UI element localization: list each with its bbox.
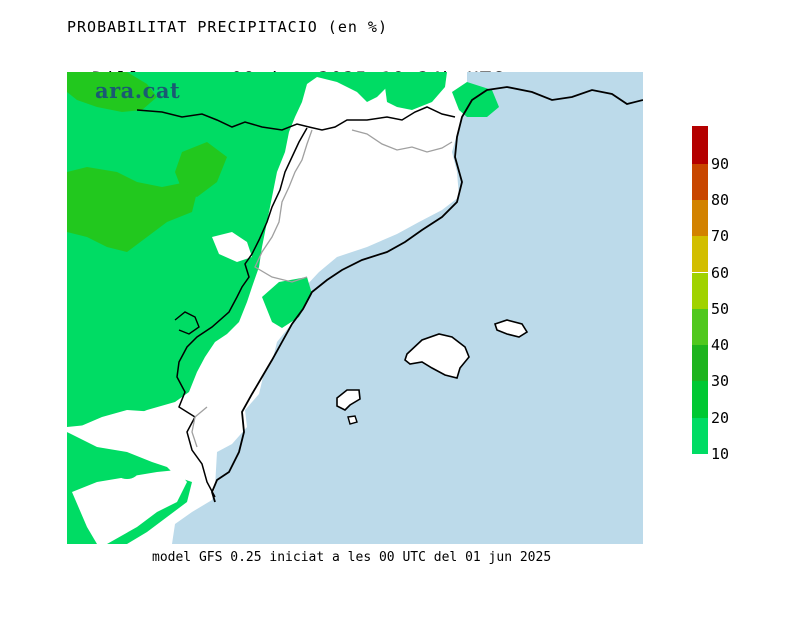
- legend-label-30: 30: [711, 372, 730, 391]
- legend-band-10: [692, 417, 708, 454]
- legend-band-90: [692, 127, 708, 164]
- legend-label-70: 70: [711, 227, 730, 246]
- comarca-border-south: [191, 406, 208, 448]
- coastline: [211, 86, 643, 503]
- model-info: model GFS 0.25 iniciat a les 00 UTC del …: [152, 550, 552, 565]
- legend-label-50: 50: [711, 299, 730, 318]
- legend-band-50: [692, 272, 708, 309]
- legend-band-60: [692, 236, 708, 273]
- legend-label-20: 20: [711, 408, 730, 427]
- ibiza-island: [336, 389, 361, 411]
- map-title: PROBABILITAT PRECIPITACIO (en %): [67, 18, 388, 36]
- legend-band-top: [692, 126, 708, 128]
- aragon-catalonia-border: [176, 127, 308, 498]
- legend-label-90: 90: [711, 154, 730, 173]
- legend-label-60: 60: [711, 263, 730, 282]
- legend-band-70: [692, 199, 708, 237]
- no-rain-gap-2: [72, 470, 187, 544]
- probability-area-20-center: [175, 142, 227, 197]
- legend-label-10: 10: [711, 445, 730, 463]
- legend-label-80: 80: [711, 190, 730, 209]
- valencia-inland-border: [174, 311, 200, 335]
- menorca-island: [493, 319, 529, 338]
- no-rain-gap-3: [212, 232, 252, 262]
- sea-area: [172, 72, 643, 544]
- probability-area-10-pyrenees: [385, 72, 447, 110]
- legend-band-80: [692, 163, 708, 200]
- probability-area-20-west: [67, 167, 197, 252]
- country-border: [136, 106, 456, 131]
- legend-band-20: [692, 381, 708, 418]
- mallorca-island: [404, 333, 470, 379]
- legend-label-40: 40: [711, 336, 730, 355]
- precipitation-map: [67, 72, 643, 544]
- legend-band-30: [692, 345, 708, 382]
- comarca-border: [254, 129, 313, 283]
- probability-area-20-north: [67, 72, 157, 112]
- probability-spot: [115, 461, 139, 479]
- comarca-border-north: [351, 129, 453, 153]
- formentera-island: [347, 415, 358, 425]
- legend-band-40: [692, 308, 708, 346]
- ara-cat-logo: ara.cat: [95, 78, 181, 103]
- no-rain-gap-1: [67, 410, 172, 457]
